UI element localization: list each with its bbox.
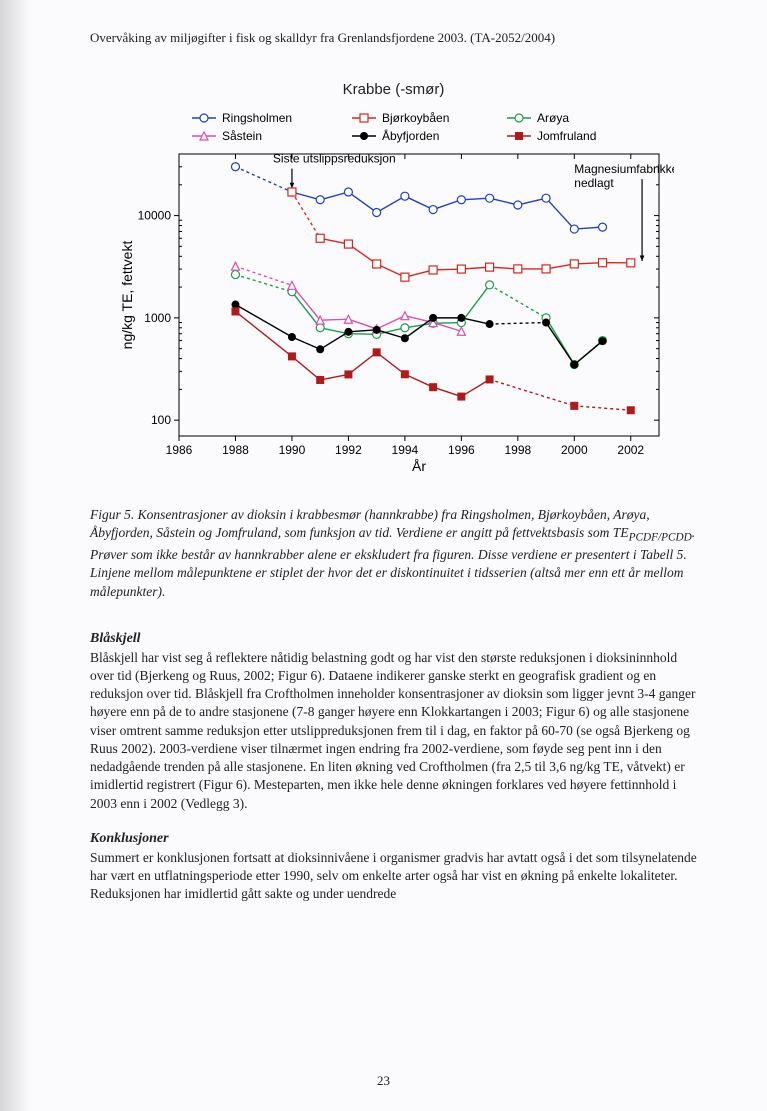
section-blaskjell: Blåskjell Blåskjell har vist seg å refle… [90,631,697,813]
chart: Ringsholmen Såstein Bjørkoybåen Åbyfjorden A… [114,106,674,476]
section-body: Blåskjell har vist seg å reflektere nåti… [90,649,697,813]
svg-text:2002: 2002 [617,443,644,457]
svg-text:1998: 1998 [504,443,531,457]
svg-text:Magnesiumfabrikken: Magnesiumfabrikken [574,162,674,176]
svg-text:1996: 1996 [448,443,475,457]
chart-container: Krabbe (-smør) Ringsholmen Såstein Bjørkoy… [114,81,674,481]
svg-text:nedlagt: nedlagt [574,176,614,190]
page-number: 23 [0,1073,767,1089]
section-body: Summert er konklusjonen fortsatt at diok… [90,849,697,904]
scan-shadow [0,0,30,1111]
running-header: Overvåking av miljøgifter i fisk og skal… [90,30,697,46]
svg-text:ng/kg TE, fettvekt: ng/kg TE, fettvekt [119,241,135,350]
svg-text:Siste utslippsreduksjon: Siste utslippsreduksjon [272,152,395,166]
svg-text:1992: 1992 [335,443,362,457]
svg-text:Ringsholmen: Ringsholmen [222,111,292,125]
section-head: Konklusjoner [90,831,697,847]
page: Overvåking av miljøgifter i fisk og skal… [0,0,767,1111]
section-konklusjoner: Konklusjoner Summert er konklusjonen for… [90,831,697,904]
svg-text:Jomfruland: Jomfruland [537,129,596,143]
svg-text:Åbyfjorden: Åbyfjorden [382,128,439,143]
svg-text:100: 100 [150,413,170,427]
svg-text:Arøya: Arøya [537,111,569,125]
svg-text:1994: 1994 [391,443,418,457]
caption-lead: Figur 5. Konsentrasjoner av dioksin i kr… [90,507,650,540]
caption-sub: PCDF/PCDD [629,532,692,544]
svg-text:1990: 1990 [278,443,305,457]
svg-text:10000: 10000 [137,209,171,223]
svg-text:1000: 1000 [144,311,171,325]
svg-text:Bjørkoybåen: Bjørkoybåen [382,111,449,125]
section-head: Blåskjell [90,631,697,647]
svg-text:1986: 1986 [165,443,192,457]
svg-text:2000: 2000 [560,443,587,457]
svg-text:Såstein: Såstein [222,129,262,143]
figure-caption: Figur 5. Konsentrasjoner av dioksin i kr… [90,506,697,601]
chart-title: Krabbe (-smør) [114,81,674,98]
svg-text:1988: 1988 [222,443,249,457]
svg-text:År: År [412,458,426,474]
